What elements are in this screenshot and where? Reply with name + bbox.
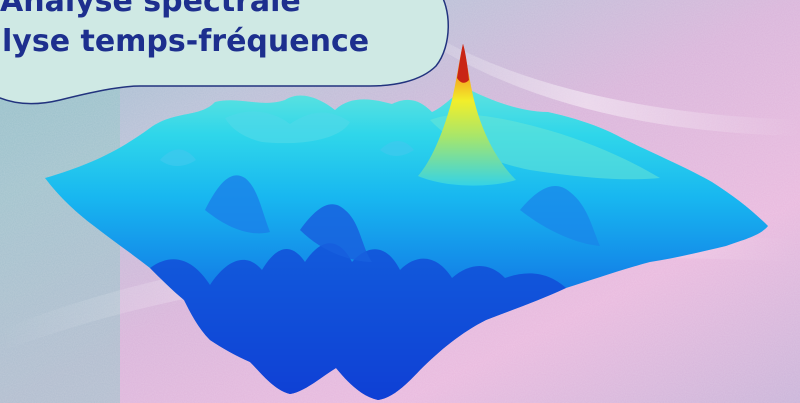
surface-ridge-center xyxy=(300,204,372,262)
spectral-surface-lower-fold xyxy=(150,243,566,400)
spectral-peak-tip xyxy=(457,44,469,83)
surface-hump-center xyxy=(380,141,414,156)
spectral-peak xyxy=(418,44,516,186)
surface-ridge-top xyxy=(225,111,350,144)
surface-ridge-right xyxy=(520,186,600,246)
surface-hump-left xyxy=(160,149,196,166)
surface-highlight-right xyxy=(430,114,660,180)
page-title: Analyse spectrale lyse temps-fréquence xyxy=(0,0,470,62)
title-line-1: Analyse spectrale xyxy=(0,0,301,19)
surface-ridge-left xyxy=(205,175,270,234)
title-line-2: lyse temps-fréquence xyxy=(2,24,370,59)
